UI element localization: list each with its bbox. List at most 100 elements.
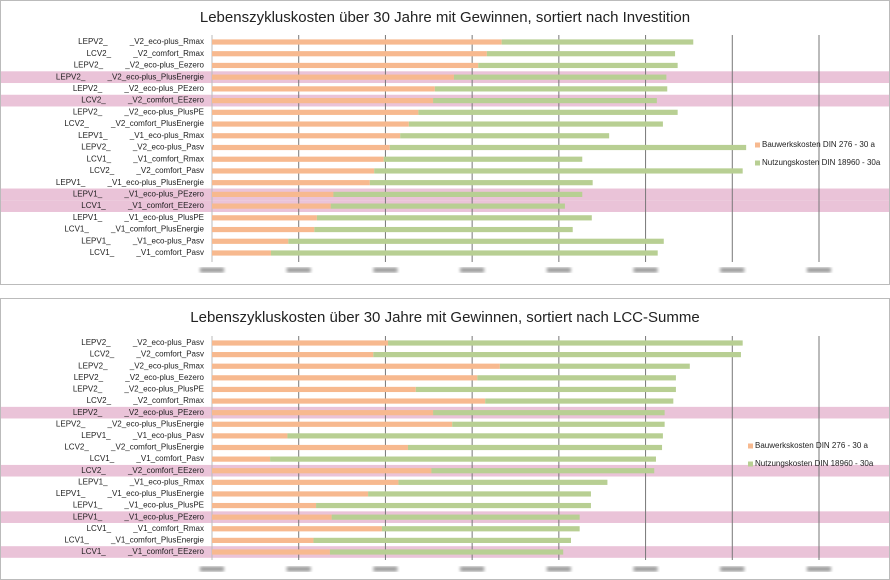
bar-segment — [212, 98, 434, 104]
blurred-tick-label — [460, 267, 485, 273]
blurred-tick-label — [200, 566, 224, 572]
bar-segment — [433, 410, 665, 416]
bar-segment — [212, 479, 399, 485]
bar-segment — [212, 456, 271, 462]
bar-segment — [329, 549, 564, 555]
blurred-tick-label — [720, 267, 745, 273]
bar-segment — [314, 226, 573, 233]
y-tick-label: LEPV1_ _V1_eco-plus_PlusEnergie — [56, 489, 205, 498]
bar-segment — [374, 168, 743, 174]
y-tick-label: LCV2_ _V2_comfort_EEzero — [81, 466, 204, 475]
blurred-tick-label — [286, 267, 311, 273]
y-tick-label: LEPV2_ _V2_eco-plus_Rmax — [78, 37, 204, 46]
blurred-tick-label — [720, 566, 745, 572]
bar-segment — [288, 238, 664, 244]
bar-segment — [501, 39, 694, 45]
blurred-tick-label — [286, 566, 311, 572]
y-tick-label: LEPV2_ _V2_eco-plus_Eezero — [74, 373, 205, 382]
bar-segment — [212, 121, 409, 127]
bar-segment — [212, 133, 401, 139]
bar-segment — [330, 203, 565, 209]
y-tick-label: LEPV2_ _V2_eco-plus_PEzero — [73, 408, 205, 417]
blurred-tick-label — [373, 566, 398, 572]
legend-label: Nutzungskosten DIN 18960 - 30a — [755, 459, 874, 468]
bar-segment — [212, 468, 432, 474]
y-tick-label: LCV1_ _V1_comfort_EEzero — [81, 201, 204, 210]
y-tick-label: LEPV1_ _V1_eco-plus_PEzero — [73, 512, 205, 521]
bar-segment — [212, 444, 408, 451]
y-tick-label: LEPV1_ _V1_eco-plus_PlusPE — [73, 213, 204, 222]
legend-swatch — [755, 160, 760, 166]
y-tick-label: LCV2_ _V2_comfort_Pasv — [90, 166, 204, 175]
bar-segment — [212, 191, 334, 197]
bar-segment — [433, 98, 657, 104]
bar-segment — [373, 352, 741, 358]
bar-segment — [212, 156, 384, 162]
bar-segment — [212, 386, 416, 393]
y-tick-label: LEPV1_ _V1_eco-plus_PlusEnergie — [56, 178, 205, 187]
bar-segment — [270, 456, 656, 462]
bar-segment — [431, 468, 655, 474]
bar-segment — [212, 340, 389, 346]
blurred-tick-label — [373, 267, 398, 273]
y-tick-label: LEPV2_ _V2_eco-plus_Pasv — [81, 338, 204, 347]
y-tick-label: LEPV1_ _V1_eco-plus_Rmax — [78, 131, 204, 140]
bar-segment — [212, 51, 487, 57]
y-tick-label: LEPV2_ _V2_eco-plus_Pasv — [81, 143, 204, 152]
bar-segment — [316, 215, 592, 221]
bar-segment — [212, 363, 500, 369]
y-tick-label: LEPV2_ _V2_eco-plus_PlusPE — [73, 107, 204, 116]
y-tick-label: LCV1_ _V1_comfort_PlusEnergie — [64, 535, 204, 544]
y-tick-label: LCV2_ _V2_comfort_Rmax — [87, 49, 204, 58]
bar-segment — [212, 203, 331, 209]
legend-label: Nutzungskosten DIN 18960 - 30a — [762, 158, 881, 167]
bar-segment — [212, 168, 375, 174]
bar-segment — [287, 433, 663, 439]
bar-segment — [212, 109, 419, 115]
bar-segment — [212, 144, 390, 151]
y-tick-label: LEPV1_ _V1_eco-plus_Pasv — [81, 236, 204, 245]
bar-segment — [434, 86, 668, 92]
y-tick-label: LCV1_ _V1_comfort_EEzero — [81, 547, 204, 556]
bar-segment — [212, 491, 369, 497]
bar-segment — [212, 410, 434, 416]
bar-segment — [333, 191, 583, 197]
y-tick-label: LCV2_ _V2_comfort_Rmax — [87, 396, 204, 405]
blurred-tick-label — [807, 267, 831, 273]
y-tick-label: LEPV2_ _V2_eco-plus_PlusEnergie — [56, 419, 205, 428]
y-tick-label: LCV2_ _V2_comfort_PlusEnergie — [64, 443, 204, 452]
blurred-tick-label — [460, 566, 485, 572]
bar-segment — [477, 375, 676, 381]
bar-segment — [212, 375, 478, 381]
y-tick-label: LCV1_ _V1_comfort_PlusEnergie — [64, 225, 204, 234]
y-tick-label: LEPV2_ _V2_eco-plus_Rmax — [78, 361, 204, 370]
y-tick-label: LEPV1_ _V1_eco-plus_Pasv — [81, 431, 204, 440]
bar-segment — [369, 180, 593, 186]
blurred-tick-label — [633, 566, 658, 572]
bar-segment — [212, 502, 317, 509]
bar-segment — [388, 340, 743, 346]
y-tick-label: LCV1_ _V1_comfort_Pasv — [90, 454, 204, 463]
bar-segment — [400, 133, 610, 139]
bar-segment — [212, 421, 453, 427]
bar-segment — [212, 549, 330, 555]
y-tick-label: LCV1_ _V1_comfort_Rmax — [87, 524, 204, 533]
bar-segment — [212, 537, 314, 543]
bar-segment — [270, 250, 658, 256]
blurred-tick-label — [200, 267, 224, 273]
bar-segment — [212, 74, 454, 80]
bar-segment — [331, 514, 580, 520]
bar-segment — [313, 537, 571, 543]
bar-segment — [212, 86, 435, 92]
legend-label: Bauwerkskosten DIN 276 - 30 a — [762, 140, 875, 149]
y-tick-label: LEPV2_ _V2_eco-plus_PlusEnergie — [56, 72, 205, 81]
y-tick-label: LEPV1_ _V1_eco-plus_Rmax — [78, 477, 204, 486]
bar-segment — [389, 144, 747, 151]
bar-segment — [212, 238, 289, 244]
y-tick-label: LCV2_ _V2_comfort_Pasv — [90, 350, 204, 359]
bar-segment — [212, 352, 374, 358]
bar-segment — [398, 479, 608, 485]
y-tick-label: LCV1_ _V1_comfort_Pasv — [90, 248, 204, 257]
legend-swatch — [748, 461, 753, 467]
